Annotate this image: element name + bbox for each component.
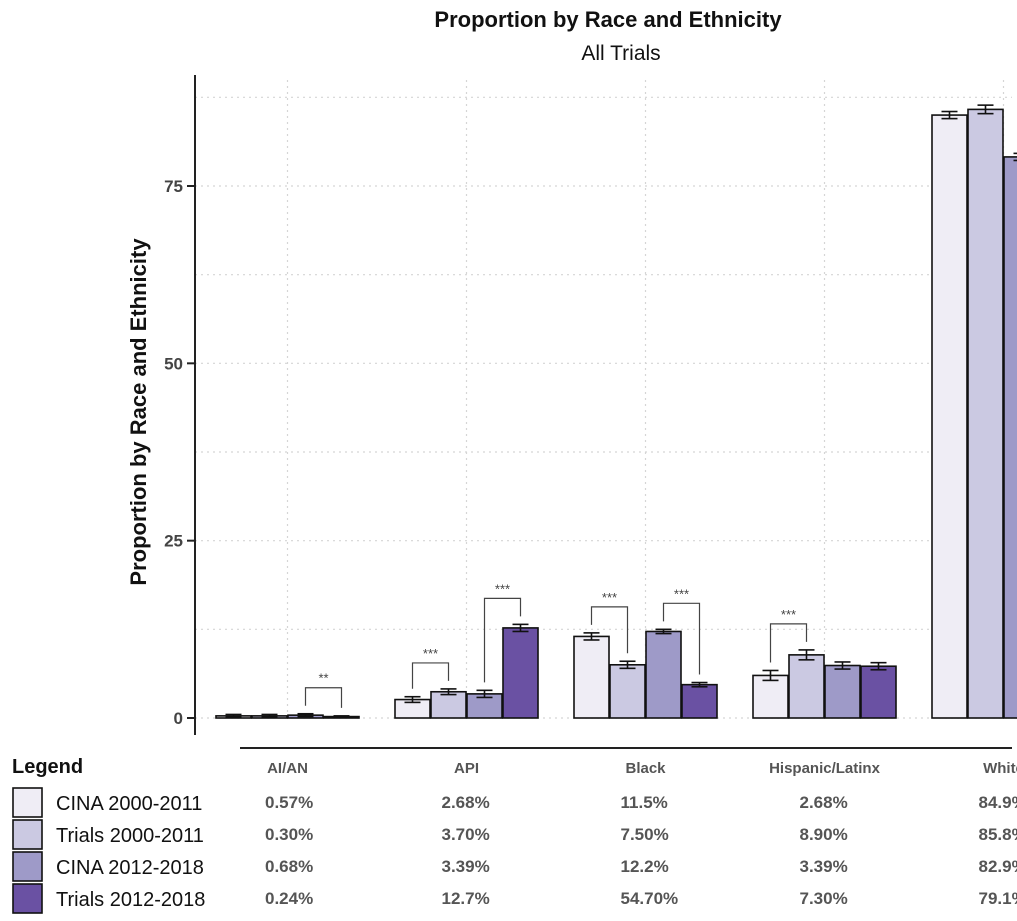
legend-title: Legend — [12, 756, 83, 778]
table-cell: 84.9% — [979, 793, 1017, 812]
table-cell: 2.68% — [442, 793, 490, 812]
y-tick-label: 0 — [174, 709, 183, 728]
significance-label: *** — [423, 646, 438, 661]
significance-bracket — [483, 597, 522, 683]
significance-markers: ******************** — [304, 581, 808, 708]
table-cell: 54.70% — [621, 889, 679, 908]
table-cell: 0.24% — [265, 889, 313, 908]
legend-swatch — [12, 787, 43, 818]
table-cell: 85.8% — [979, 825, 1017, 844]
bar — [502, 627, 539, 719]
axes: 0 25 50 75 AI/AN API Black Hispanic/Latinx White — [164, 75, 1017, 777]
significance-label: *** — [674, 586, 689, 601]
bar — [824, 664, 861, 719]
gridlines — [195, 80, 1012, 719]
table-cell: 0.68% — [265, 857, 313, 876]
table-cell: 2.68% — [800, 793, 848, 812]
significance-bracket — [304, 687, 343, 708]
x-tick-label: Hispanic/Latinx — [769, 760, 881, 777]
table-cell: 7.50% — [621, 825, 669, 844]
bar — [681, 683, 718, 719]
significance-label: *** — [781, 607, 796, 622]
chart-title: Proportion by Race and Ethnicity — [434, 7, 782, 32]
bar — [645, 630, 682, 719]
y-tick-label: 50 — [164, 354, 183, 373]
bar — [1003, 156, 1017, 719]
summary-table: 0.57% 2.68% 11.5% 2.68% 84.9% 0.30% 3.70% 7.50%… — [265, 793, 1017, 908]
legend-swatch — [12, 883, 43, 914]
legend: Legend CINA 2000-2011 Trials 2000-2011 CIN… — [12, 756, 205, 914]
y-axis-label: Proportion by Race and Ethnicity — [126, 238, 151, 586]
x-tick-label: Black — [625, 760, 666, 777]
y-tick-label: 25 — [164, 532, 183, 551]
bar — [573, 635, 610, 719]
x-tick-label: AI/AN — [267, 760, 308, 777]
table-cell: 8.90% — [800, 825, 848, 844]
y-tick-label: 75 — [164, 177, 183, 196]
legend-label: Trials 2000-2011 — [56, 825, 204, 847]
bar — [752, 674, 789, 719]
bar — [967, 108, 1004, 719]
significance-bracket — [411, 662, 450, 689]
legend-label: CINA 2012-2018 — [56, 857, 204, 879]
table-cell: 0.57% — [265, 793, 313, 812]
legend-label: Trials 2012-2018 — [56, 889, 205, 911]
significance-bracket — [590, 606, 629, 654]
table-cell: 3.70% — [442, 825, 490, 844]
x-tick-label: White — [983, 760, 1017, 777]
bar — [860, 665, 897, 719]
bars — [215, 104, 1017, 719]
table-cell: 79.1% — [979, 889, 1017, 908]
x-tick-label: API — [454, 760, 479, 777]
table-cell: 7.30% — [800, 889, 848, 908]
bar — [931, 114, 968, 719]
table-cell: 12.2% — [621, 857, 669, 876]
bar — [609, 663, 646, 719]
bar — [788, 654, 825, 719]
significance-bracket — [769, 623, 808, 663]
significance-label: *** — [602, 590, 617, 605]
table-cell: 3.39% — [800, 857, 848, 876]
table-cell: 12.7% — [442, 889, 490, 908]
table-cell: 82.9% — [979, 857, 1017, 876]
bar — [430, 690, 467, 719]
significance-label: *** — [495, 581, 510, 596]
chart-subtitle: All Trials — [581, 42, 660, 65]
significance-bracket — [662, 602, 701, 675]
legend-swatch — [12, 819, 43, 850]
significance-label: ** — [318, 671, 328, 686]
legend-swatch — [12, 851, 43, 882]
legend-label: CINA 2000-2011 — [56, 793, 202, 815]
table-cell: 3.39% — [442, 857, 490, 876]
table-cell: 11.5% — [621, 793, 668, 812]
table-cell: 0.30% — [265, 825, 313, 844]
